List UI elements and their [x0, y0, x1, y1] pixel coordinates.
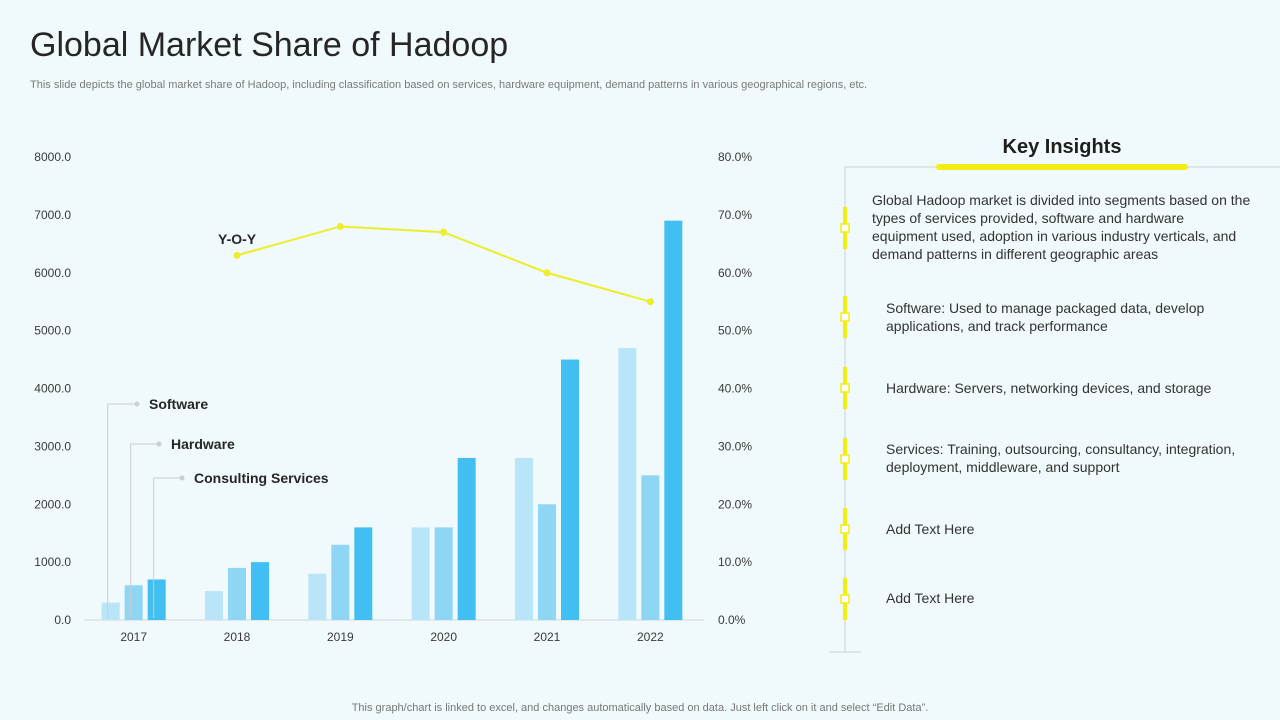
bar-consulting-services-2017[interactable] [147, 579, 166, 620]
y-left-tick-label: 3000.0 [34, 439, 71, 453]
legend-consulting-services-label: Consulting Services [194, 470, 329, 486]
legend-consulting-services-dot [179, 475, 185, 481]
yoy-point[interactable] [440, 228, 448, 236]
y-right-tick-label: 80.0% [718, 150, 752, 164]
bar-hardware-2019[interactable] [331, 544, 350, 620]
yoy-point[interactable] [646, 298, 654, 306]
legend-software-label: Software [149, 396, 208, 412]
bar-software-2019[interactable] [308, 573, 327, 620]
y-right-tick-label: 10.0% [718, 555, 752, 569]
yoy-point[interactable] [233, 251, 241, 259]
insights-title-underline [936, 164, 1188, 170]
bar-hardware-2022[interactable] [641, 475, 660, 620]
y-left-tick-label: 0.0 [54, 613, 71, 627]
y-right-tick-label: 40.0% [718, 382, 752, 396]
footer-note: This graph/chart is linked to excel, and… [351, 702, 929, 714]
yoy-point[interactable] [336, 222, 344, 230]
y-left-tick-label: 6000.0 [34, 266, 71, 280]
bar-software-2021[interactable] [515, 457, 533, 620]
insight-marker-node-5 [840, 524, 850, 534]
legend-consulting-services-leader [153, 477, 182, 618]
x-tick-label: 2022 [637, 630, 664, 644]
yoy-label: Y-O-Y [218, 231, 257, 247]
bar-consulting-services-2020[interactable] [457, 457, 476, 620]
yoy-line[interactable] [236, 225, 651, 303]
insight-item-1: Global Hadoop market is divided into seg… [872, 192, 1251, 262]
insight-marker-node-4 [840, 454, 850, 464]
legend-software-leader [107, 403, 137, 618]
insight-marker-node-6 [840, 594, 850, 604]
y-left-tick-label: 1000.0 [34, 555, 71, 569]
bar-consulting-services-2019[interactable] [354, 527, 373, 620]
x-tick-label: 2018 [224, 630, 251, 644]
bar-consulting-services-2022[interactable] [664, 220, 683, 620]
bar-consulting-services-2021[interactable] [561, 359, 579, 620]
insight-item-2: Software: Used to manage packaged data, … [886, 300, 1205, 334]
x-tick-label: 2019 [327, 630, 354, 644]
bar-hardware-2017[interactable] [124, 585, 143, 620]
legend-hardware-label: Hardware [171, 436, 235, 452]
y-left-tick-label: 7000.0 [34, 208, 71, 222]
x-tick-label: 2017 [120, 630, 147, 644]
bar-software-2017[interactable] [101, 602, 120, 620]
y-left-tick-label: 5000.0 [34, 324, 71, 338]
y-right-tick-label: 0.0% [718, 613, 746, 627]
insight-item-3: Hardware: Servers, networking devices, a… [886, 380, 1212, 396]
insight-item-4: Services: Training, outsourcing, consult… [886, 441, 1236, 475]
x-tick-label: 2020 [430, 630, 457, 644]
legend-software-dot [134, 401, 140, 407]
bar-hardware-2020[interactable] [434, 527, 453, 620]
page-title: Global Market Share of Hadoop [30, 26, 509, 64]
bar-hardware-2018[interactable] [228, 567, 246, 620]
insight-marker-node-3 [840, 383, 850, 393]
y-left-tick-label: 8000.0 [34, 150, 71, 164]
bar-software-2022[interactable] [618, 347, 637, 620]
y-right-tick-label: 60.0% [718, 266, 752, 280]
insight-marker-node-1 [840, 223, 850, 233]
y-right-tick-label: 30.0% [718, 439, 752, 453]
insight-item-5[interactable]: Add Text Here [886, 521, 975, 537]
legend-hardware-dot [156, 441, 162, 447]
legend-hardware-leader [130, 443, 159, 618]
bar-consulting-services-2018[interactable] [251, 562, 269, 620]
y-right-tick-label: 70.0% [718, 208, 752, 222]
insight-item-6[interactable]: Add Text Here [886, 590, 975, 606]
page-subtitle: This slide depicts the global market sha… [30, 79, 868, 91]
y-left-tick-label: 4000.0 [34, 382, 71, 396]
bar-software-2018[interactable] [205, 591, 223, 620]
bar-software-2020[interactable] [411, 527, 430, 620]
key-insights-title: Key Insights [1002, 136, 1122, 158]
x-tick-label: 2021 [534, 630, 561, 644]
y-right-tick-label: 50.0% [718, 324, 752, 338]
bar-hardware-2021[interactable] [538, 504, 556, 620]
y-left-tick-label: 2000.0 [34, 497, 71, 511]
yoy-point[interactable] [543, 269, 551, 277]
insight-marker-node-2 [840, 312, 850, 322]
y-right-tick-label: 20.0% [718, 497, 752, 511]
